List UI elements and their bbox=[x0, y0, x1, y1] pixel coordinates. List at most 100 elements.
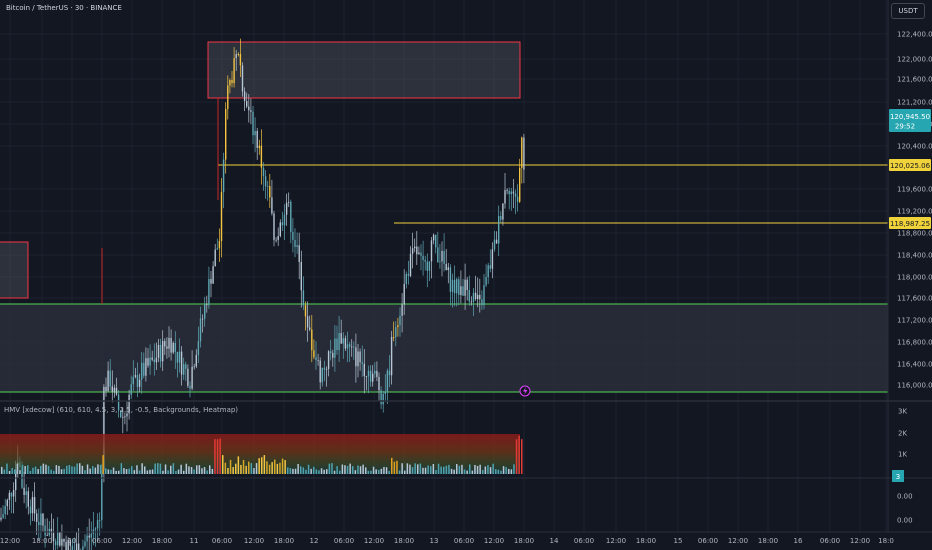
candle bbox=[304, 301, 307, 331]
volume-bar bbox=[97, 464, 99, 474]
volume-bar bbox=[16, 463, 19, 474]
candle bbox=[348, 341, 351, 362]
candle bbox=[162, 330, 164, 371]
supply-zone-box[interactable] bbox=[207, 41, 521, 99]
volume-bar bbox=[123, 468, 125, 474]
time-axis-label: 14 bbox=[550, 537, 559, 545]
candle bbox=[491, 242, 494, 279]
lower-pane-axis-label: 0.00 bbox=[897, 517, 913, 525]
candle bbox=[372, 365, 374, 387]
supply-zone-box-left[interactable] bbox=[0, 241, 29, 299]
demand-zone-box[interactable] bbox=[0, 304, 888, 392]
volume-bar bbox=[110, 469, 112, 474]
candle bbox=[254, 117, 256, 153]
candle bbox=[107, 361, 109, 392]
candle bbox=[430, 237, 433, 279]
candle bbox=[519, 158, 521, 204]
candle bbox=[330, 339, 332, 361]
candle bbox=[54, 538, 57, 550]
candle bbox=[252, 105, 254, 145]
candle bbox=[243, 87, 246, 112]
candle bbox=[138, 373, 141, 393]
volume-bar bbox=[261, 457, 263, 474]
time-axis-label: 12:00 bbox=[728, 537, 748, 545]
price-axis[interactable]: 122,400.00 122,000.00 121,600.00 121,200.00… bbox=[897, 31, 932, 390]
volume-bar bbox=[240, 464, 242, 474]
candle bbox=[449, 264, 452, 306]
time-axis-label: 18:00 bbox=[274, 537, 294, 545]
volume-bar bbox=[315, 469, 318, 474]
candle bbox=[264, 170, 267, 199]
volume-bar bbox=[107, 469, 110, 474]
candle bbox=[481, 290, 483, 310]
candle bbox=[439, 244, 441, 269]
time-axis-label: 06:00 bbox=[454, 537, 474, 545]
time-axis-label: 13 bbox=[430, 537, 439, 545]
level-tag-upper-text: 120,025.06 bbox=[890, 162, 931, 170]
level-tag-upper[interactable]: 120,025.06 bbox=[889, 159, 931, 171]
time-axis-label: 18:00 bbox=[514, 537, 534, 545]
candle bbox=[374, 362, 376, 378]
volume-bar bbox=[235, 463, 237, 474]
candle bbox=[231, 70, 233, 88]
level-tag-lower[interactable]: 118,987.25 bbox=[889, 217, 931, 229]
volume-bar bbox=[323, 469, 325, 474]
symbol-title[interactable]: Bitcoin / TetherUS · 30 · BINANCE bbox=[6, 4, 122, 12]
volume-bar bbox=[489, 467, 492, 474]
candle bbox=[479, 278, 481, 313]
volume-bar bbox=[102, 455, 104, 474]
time-axis[interactable]: 12:00 18:00 10 06:00 12:00 18:00 11 06:00 12:00 1… bbox=[0, 537, 894, 545]
time-axis-label: 06:00 bbox=[212, 537, 232, 545]
candle bbox=[311, 315, 313, 363]
candle bbox=[332, 349, 334, 367]
indicator-title[interactable]: HMV [xdecow] (610, 610, 4.5, 3, 1.5, -0.… bbox=[4, 406, 239, 414]
candle bbox=[10, 492, 13, 514]
candle bbox=[145, 347, 147, 382]
candle bbox=[124, 412, 126, 425]
candle bbox=[113, 384, 116, 398]
volume-bar bbox=[268, 464, 271, 474]
candle bbox=[153, 343, 155, 376]
candle bbox=[317, 353, 319, 366]
candle bbox=[94, 527, 97, 547]
candle bbox=[191, 350, 193, 391]
candle bbox=[222, 152, 225, 209]
volume-bar bbox=[216, 439, 219, 474]
volume-bar bbox=[378, 469, 380, 474]
candle bbox=[2, 505, 4, 520]
candle bbox=[504, 173, 506, 209]
candle bbox=[88, 518, 90, 550]
volume-bar bbox=[326, 469, 328, 474]
volume-bar bbox=[141, 463, 143, 474]
currency-button[interactable]: USDT bbox=[891, 3, 925, 19]
candle bbox=[273, 210, 275, 247]
candle bbox=[325, 366, 328, 387]
candle bbox=[220, 178, 223, 258]
lightning-icon[interactable] bbox=[519, 385, 531, 397]
volume-bar bbox=[271, 462, 273, 474]
volume-bar bbox=[89, 468, 91, 474]
volume-bar bbox=[375, 469, 377, 474]
price-axis-label: 119,600.00 bbox=[897, 186, 932, 194]
candle bbox=[462, 278, 464, 296]
candle bbox=[302, 276, 305, 311]
volume-bar bbox=[227, 467, 229, 474]
candle bbox=[185, 361, 187, 381]
candle bbox=[283, 204, 286, 241]
volume-bar bbox=[500, 470, 502, 474]
candle bbox=[277, 227, 279, 246]
candle bbox=[46, 518, 48, 537]
volume-bar bbox=[492, 463, 494, 474]
candle bbox=[395, 321, 397, 347]
candle bbox=[409, 246, 412, 278]
volume-bar bbox=[177, 469, 180, 474]
volume-bar bbox=[27, 465, 29, 474]
price-axis-label: 121,200.00 bbox=[897, 99, 932, 107]
volume-bar bbox=[437, 463, 440, 474]
current-price-tag[interactable]: 120,945.50 29:52 bbox=[889, 109, 931, 132]
candle bbox=[512, 179, 515, 209]
candle bbox=[82, 539, 84, 550]
volume-bar bbox=[307, 464, 310, 474]
candle bbox=[180, 346, 183, 386]
